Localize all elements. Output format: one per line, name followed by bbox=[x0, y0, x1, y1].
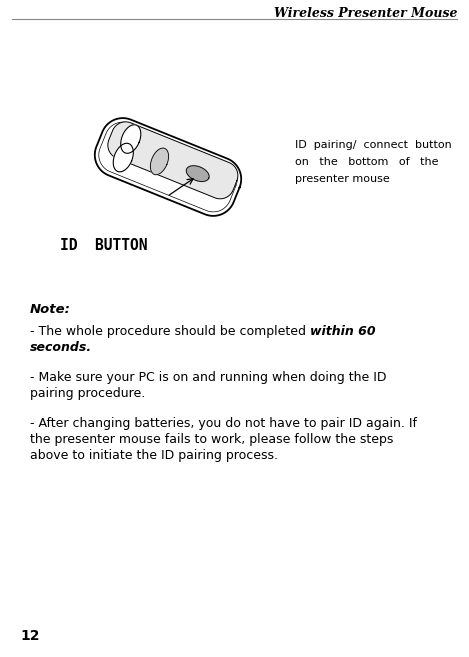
Text: 12: 12 bbox=[20, 629, 39, 643]
Text: the presenter mouse fails to work, please follow the steps: the presenter mouse fails to work, pleas… bbox=[30, 433, 393, 446]
Text: ID  pairing/  connect  button: ID pairing/ connect button bbox=[295, 140, 452, 150]
Text: pairing procedure.: pairing procedure. bbox=[30, 387, 145, 400]
Polygon shape bbox=[151, 148, 168, 175]
Polygon shape bbox=[113, 143, 133, 172]
Text: on   the   bottom   of   the: on the bottom of the bbox=[295, 157, 439, 167]
Text: presenter mouse: presenter mouse bbox=[295, 174, 390, 184]
Text: - The whole procedure should be completed: - The whole procedure should be complete… bbox=[30, 325, 310, 338]
Polygon shape bbox=[121, 125, 141, 153]
Text: Note:: Note: bbox=[30, 303, 71, 316]
Text: Wireless Presenter Mouse: Wireless Presenter Mouse bbox=[273, 7, 457, 20]
Text: - After changing batteries, you do not have to pair ID again. If: - After changing batteries, you do not h… bbox=[30, 417, 417, 430]
Text: above to initiate the ID pairing process.: above to initiate the ID pairing process… bbox=[30, 449, 278, 462]
Text: - Make sure your PC is on and running when doing the ID: - Make sure your PC is on and running wh… bbox=[30, 371, 386, 384]
Text: seconds.: seconds. bbox=[30, 341, 92, 354]
Polygon shape bbox=[108, 122, 238, 199]
Text: ID  BUTTON: ID BUTTON bbox=[60, 238, 147, 253]
Polygon shape bbox=[186, 166, 209, 181]
Text: within 60: within 60 bbox=[310, 325, 376, 338]
Polygon shape bbox=[95, 118, 241, 216]
